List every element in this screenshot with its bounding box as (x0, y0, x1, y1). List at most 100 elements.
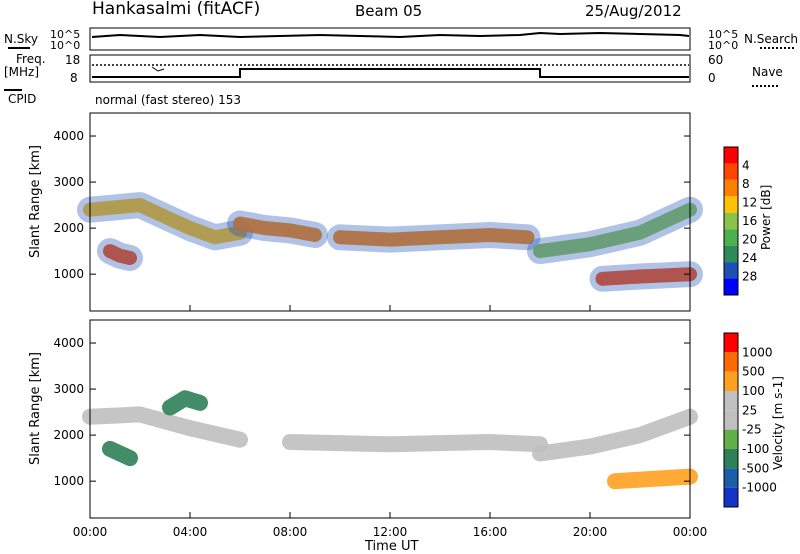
scatter-band (533, 202, 697, 259)
colorbar-tick-label: 8 (742, 177, 750, 191)
colorbar-segment (724, 163, 738, 180)
scatter-band-halo (589, 261, 703, 292)
scatter-band (333, 228, 535, 247)
freq-tick-top: 18 (65, 53, 80, 67)
colorbar-tick-label: -1000 (742, 481, 777, 495)
scatter-band (532, 408, 698, 462)
scatter-band-halo (527, 196, 703, 265)
colorbar-tick-label: -25 (742, 423, 762, 437)
x-tick-label: 12:00 (373, 525, 408, 539)
y-tick-label: 1000 (53, 267, 84, 281)
noise-series (91, 31, 690, 39)
time-x-ticks: 00:00 04:00 08:00 12:00 16:00 20:00 00:00 (73, 305, 708, 539)
power-panel-background (90, 113, 690, 311)
scatter-band (82, 406, 248, 448)
velocity-colorbar: 1000 500 100 25 -25 -100 -500 -1000 (723, 332, 777, 508)
colorbar-segment (724, 212, 738, 230)
header: Hankasalmi (fitACF) Beam 05 25/Aug/2012 (92, 0, 682, 20)
cpid-panel: CPID normal (fast stereo) 153 (8, 92, 241, 107)
noise-tick-right-top: 10^5 (708, 28, 738, 41)
colorbar-segment (724, 333, 738, 353)
nsearch-label: N.Search (744, 32, 798, 46)
nave-tick-top: 60 (708, 53, 723, 67)
colorbar-tick-label: 24 (742, 251, 757, 265)
y-tick-label: 4000 (53, 129, 84, 143)
cpid-text: normal (fast stereo) 153 (95, 93, 241, 107)
scatter-band (102, 440, 138, 467)
y-tick-label: 3000 (53, 175, 84, 189)
power-y-ticks: 1000 2000 3000 4000 (53, 129, 690, 281)
y-tick-label: 4000 (53, 336, 84, 350)
colorbar-tick-label: -100 (742, 442, 769, 456)
freq-tick-bottom: 8 (70, 71, 78, 85)
velocity-colorbar-label: Velocity [m s-1] (771, 376, 785, 470)
colorbar-tick-label: 20 (742, 233, 757, 247)
colorbar-segment (724, 468, 738, 488)
x-tick-label: 00:00 (673, 525, 708, 539)
cpid-label: CPID (8, 92, 36, 106)
colorbar-segment (724, 179, 738, 197)
power-bands (77, 192, 703, 292)
colorbar-segment (724, 371, 738, 391)
y-tick-label: 2000 (53, 428, 84, 442)
velocity-panel: 1000 2000 3000 4000 00:00 04:00 08:00 12:00 16:… (28, 305, 785, 554)
scatter-band-halo (327, 222, 541, 253)
scatter-band (103, 244, 137, 265)
colorbar-tick-label: 1000 (742, 345, 773, 359)
power-colorbar-label: Power [dB] (759, 185, 773, 250)
x-tick-label: 04:00 (173, 525, 208, 539)
power-colorbar: 4 8 12 16 20 24 28 (723, 146, 757, 296)
station-title: Hankasalmi (fitACF) (92, 0, 260, 19)
velocity-bands (82, 390, 698, 490)
y-tick-label: 1000 (53, 474, 84, 488)
nave-dip (151, 66, 165, 72)
nave-label: Nave (752, 65, 783, 79)
colorbar-tick-label: 100 (742, 384, 765, 398)
x-tick-label: 00:00 (73, 525, 108, 539)
noise-tick-top: 10^5 (50, 28, 80, 41)
date-title: 25/Aug/2012 (585, 2, 682, 20)
scatter-band-halo (77, 192, 253, 251)
freq-panel: Freq. [MHz] 18 8 60 0 Nave (4, 52, 783, 91)
freq-series (92, 68, 689, 78)
noise-tick-bottom: 10^0 (50, 39, 80, 52)
noise-tick-right-bottom: 10^0 (708, 39, 738, 52)
colorbar-tick-label: 25 (742, 403, 757, 417)
scatter-band (162, 390, 208, 416)
colorbar-tick-label: 4 (742, 159, 750, 173)
scatter-band (282, 434, 548, 453)
colorbar-tick-label: 500 (742, 365, 765, 379)
colorbar-segment (724, 278, 738, 295)
noise-frame (89, 27, 691, 51)
y-tick-label: 2000 (53, 221, 84, 235)
scatter-band (233, 216, 322, 242)
colorbar-segment (724, 391, 738, 411)
colorbar-segment (724, 429, 738, 449)
x-tick-label: 20:00 (573, 525, 608, 539)
noise-panel: N.Sky 10^5 10^0 10^5 10^0 N.Search (4, 27, 798, 52)
colorbar-tick-label: 28 (742, 270, 757, 284)
colorbar-frame (723, 332, 739, 508)
x-axis-label: Time UT (364, 539, 418, 554)
scatter-band-halo (227, 210, 328, 248)
beam-title: Beam 05 (355, 2, 422, 20)
x-tick-label: 16:00 (473, 525, 508, 539)
x-tick-label: 08:00 (273, 525, 308, 539)
colorbar-segment (724, 262, 738, 279)
velocity-panel-background (90, 320, 690, 518)
scatter-band (83, 198, 247, 245)
power-panel: 1000 2000 3000 4000 Slant Range [km] 4 8 12 16… (28, 112, 773, 312)
colorbar-segment (724, 487, 738, 507)
colorbar-segment (724, 352, 738, 372)
colorbar-segment (724, 245, 738, 263)
y-tick-label: 3000 (53, 382, 84, 396)
scatter-band (595, 267, 697, 286)
nsky-label: N.Sky (4, 32, 38, 46)
freq-label-2: [MHz] (4, 65, 39, 79)
velocity-y-label: Slant Range [km] (28, 352, 43, 465)
freq-frame (89, 54, 691, 83)
colorbar-segment (724, 196, 738, 213)
velocity-y-ticks: 1000 2000 3000 4000 (53, 336, 690, 488)
colorbar-segment (724, 229, 738, 246)
